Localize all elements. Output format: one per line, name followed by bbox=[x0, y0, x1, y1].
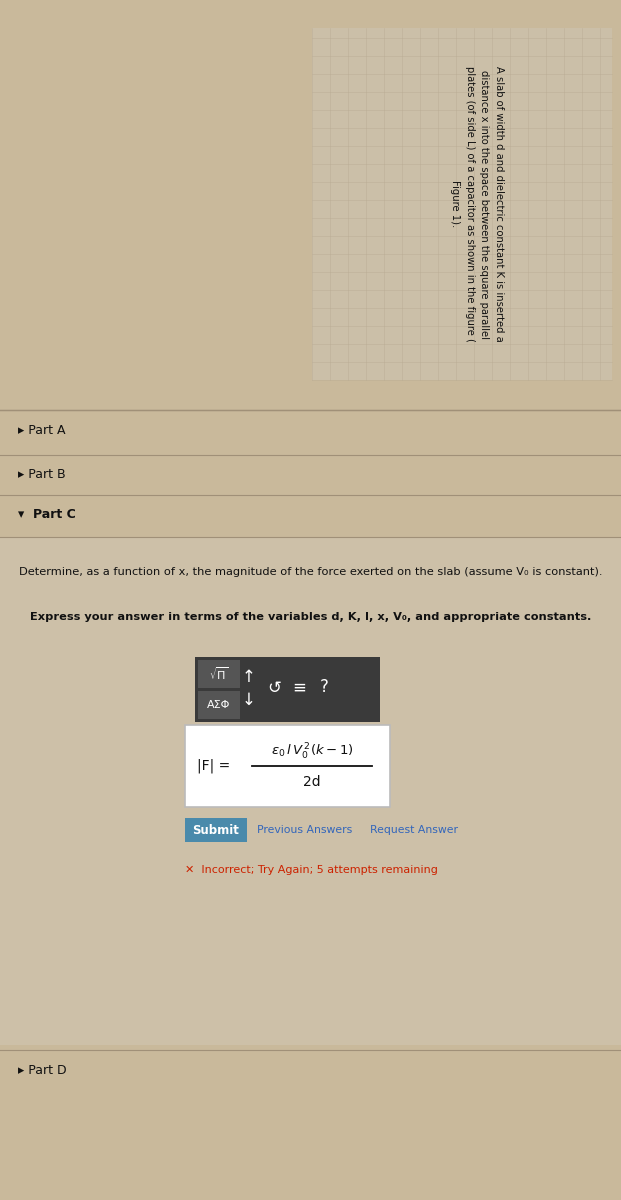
Text: $\sqrt{\Pi}$: $\sqrt{\Pi}$ bbox=[209, 666, 229, 683]
Bar bbox=[198, 691, 240, 719]
Text: ▸ Part A: ▸ Part A bbox=[18, 424, 65, 437]
Text: Determine, as a function of x, the magnitude of the force exerted on the slab (a: Determine, as a function of x, the magni… bbox=[19, 566, 602, 577]
Bar bbox=[185, 725, 390, 806]
Text: ?: ? bbox=[320, 678, 329, 696]
Text: ▾  Part C: ▾ Part C bbox=[18, 509, 76, 522]
Text: $\varepsilon_0\,l\,V_0^{\,2}(k-1)$: $\varepsilon_0\,l\,V_0^{\,2}(k-1)$ bbox=[271, 742, 353, 762]
Bar bbox=[185, 818, 247, 842]
Bar bbox=[0, 380, 621, 1200]
Text: ΑΣΦ: ΑΣΦ bbox=[207, 700, 230, 710]
Text: ▸ Part B: ▸ Part B bbox=[18, 468, 66, 481]
Text: 2d: 2d bbox=[303, 775, 321, 790]
Bar bbox=[195, 658, 380, 722]
Bar bbox=[312, 28, 612, 380]
Text: ≡: ≡ bbox=[292, 678, 306, 696]
Text: |F| =: |F| = bbox=[197, 758, 230, 773]
Text: ↓: ↓ bbox=[242, 690, 256, 708]
Text: ↑: ↑ bbox=[242, 668, 256, 686]
Text: ▸ Part D: ▸ Part D bbox=[18, 1063, 66, 1076]
Text: Request Answer: Request Answer bbox=[370, 826, 458, 835]
Text: ✕  Incorrect; Try Again; 5 attempts remaining: ✕ Incorrect; Try Again; 5 attempts remai… bbox=[185, 865, 438, 875]
Text: Previous Answers: Previous Answers bbox=[257, 826, 352, 835]
Text: ↺: ↺ bbox=[267, 678, 281, 696]
Bar bbox=[198, 660, 240, 688]
Text: Express your answer in terms of the variables d, K, l, x, V₀, and appropriate co: Express your answer in terms of the vari… bbox=[30, 612, 591, 622]
Text: Submit: Submit bbox=[193, 823, 240, 836]
Text: A slab of width d and dielectric constant K is inserted a
distance x into the sp: A slab of width d and dielectric constan… bbox=[450, 66, 504, 342]
Bar bbox=[0, 538, 621, 1045]
